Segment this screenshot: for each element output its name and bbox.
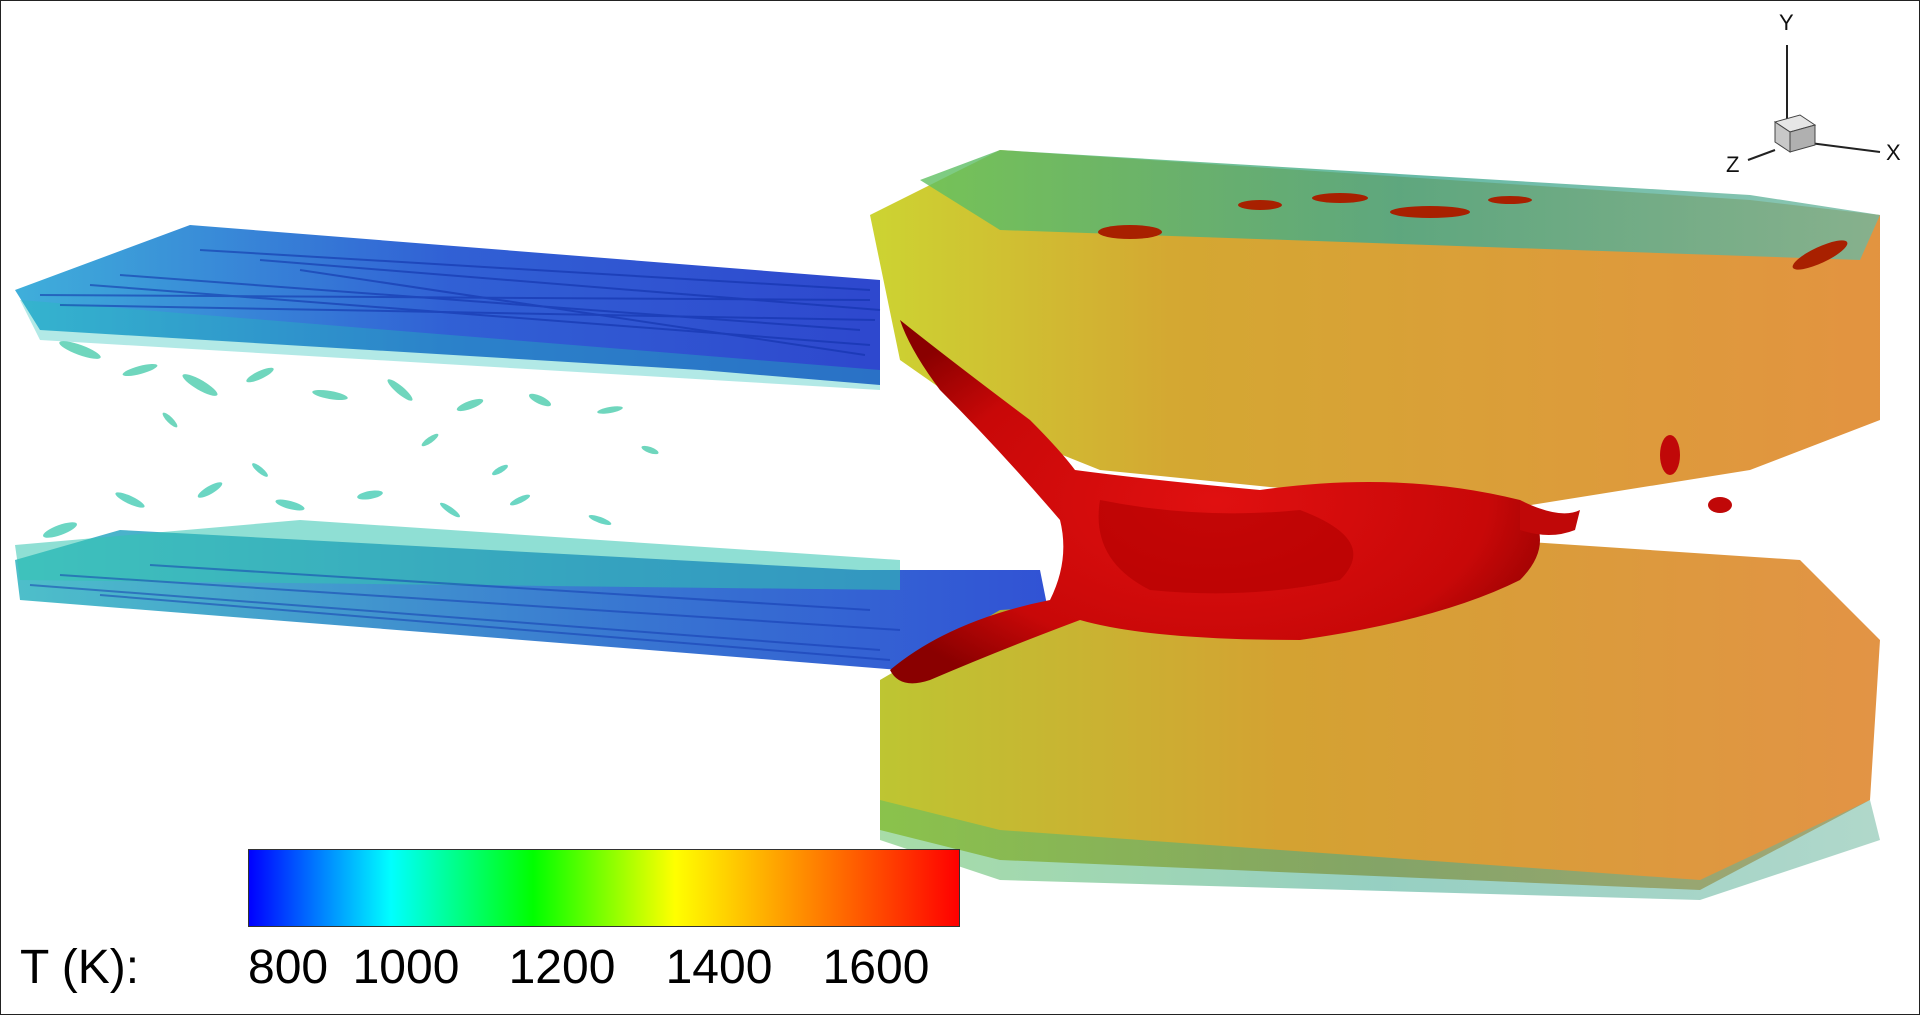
axis-triad [1747, 45, 1881, 161]
flame-isosurface [890, 320, 1732, 684]
colorbar-tick-1400: 1400 [665, 941, 773, 994]
legend-title: T (K): [20, 941, 140, 994]
colorbar-tick-1000: 1000 [352, 941, 460, 994]
z-axis-label: Z [1726, 152, 1740, 177]
colorbar-tick-1600: 1600 [822, 941, 930, 994]
lower-cold-jet [15, 463, 1050, 670]
y-axis-label: Y [1779, 10, 1794, 35]
hot-upper-region [870, 150, 1880, 510]
colorbar-tick-1200: 1200 [508, 941, 616, 994]
upper-cold-jet [15, 225, 881, 455]
colorbar-tick-800: 800 [248, 941, 329, 994]
temperature-colorbar [248, 849, 960, 927]
x-axis-label: X [1886, 140, 1901, 165]
